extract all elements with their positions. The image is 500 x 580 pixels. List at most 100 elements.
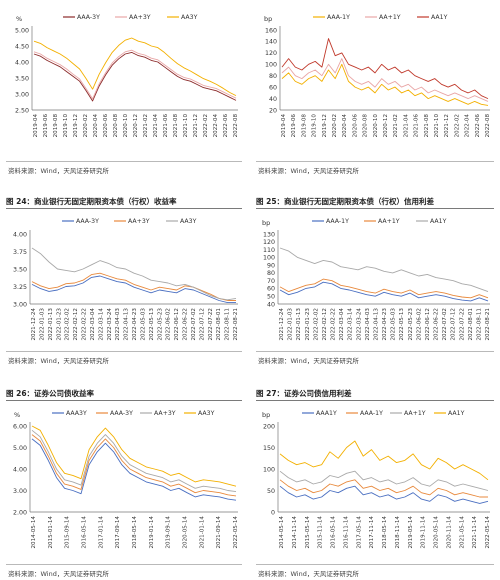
x-tick-label: 2019-01-14 bbox=[149, 516, 155, 549]
series-line bbox=[279, 278, 489, 299]
y-tick-label: 5.00 bbox=[15, 27, 29, 34]
x-tick-label: 2022-04 bbox=[213, 114, 219, 138]
y-tick-label: 200 bbox=[263, 423, 275, 430]
x-tick-label: 2021-05-14 bbox=[459, 516, 465, 549]
chart-svg-3: 3.00 3.25 3.50 3.75 4.00 2021-12-24 2022-01-03… bbox=[13, 218, 239, 341]
x-tick-label: 2022-03-04 bbox=[90, 308, 96, 341]
legend-label: AAA-1Y bbox=[327, 14, 350, 21]
x-tick-label: 2022-08-21 bbox=[233, 308, 239, 341]
x-tick-label: 2021-08 bbox=[173, 114, 179, 138]
x-tick-label: 2022-04-23 bbox=[382, 308, 388, 341]
caption-rule-4 bbox=[256, 400, 494, 401]
legend-label: AAA-3Y bbox=[110, 410, 133, 417]
x-tick-label: 2022-02-12 bbox=[73, 308, 79, 341]
x-tick-label: 2015-01-14 bbox=[48, 516, 54, 549]
legend-label: AA3Y bbox=[181, 14, 198, 21]
x-tick-label: 2018-05-14 bbox=[382, 516, 388, 549]
chart-svg-1: % 2.50 3.00 3.50 4.00 4.50 5.00 2019-04 2019-06 2… bbox=[15, 14, 239, 138]
chart-svg-6: bp 0 50 100 150 200 2014-05-14 2014-11-14 2015-0… bbox=[262, 410, 491, 549]
x-tick-label: 2021-02 bbox=[143, 114, 149, 137]
y-tick-label: 3.00 bbox=[13, 488, 27, 495]
y-tick-label: 4.00 bbox=[15, 59, 29, 66]
x-tick-label: 2022-08-11 bbox=[225, 308, 231, 341]
divider-1 bbox=[6, 161, 242, 162]
x-tick-label: 2022-04-03 bbox=[365, 308, 371, 341]
x-tick-label: 2015-05-14 bbox=[305, 516, 311, 549]
y-tick-label: 40 bbox=[269, 96, 277, 103]
x-tick-label: 2022-06 bbox=[223, 114, 229, 138]
x-tick-label: 2020-04 bbox=[342, 114, 348, 138]
y-tick-label: 4.00 bbox=[13, 466, 27, 473]
x-tick-label: 2022-08-21 bbox=[485, 308, 491, 341]
x-tick-label: 2021-10 bbox=[434, 114, 440, 138]
x-tick-label: 2022-08-01 bbox=[216, 308, 222, 341]
x-tick-label: 2019-12 bbox=[73, 114, 79, 137]
x-tick-label: 2019-04 bbox=[281, 114, 287, 138]
x-tick-label: 2022-01-03 bbox=[39, 308, 45, 341]
y-unit-label: % bbox=[16, 15, 22, 23]
y-tick-label: 20 bbox=[269, 107, 277, 114]
y-tick-label: 80 bbox=[267, 270, 275, 277]
series-line bbox=[279, 281, 489, 302]
x-tick-label: 2022-06-22 bbox=[434, 308, 440, 341]
legend-label: AAA-3Y bbox=[77, 14, 100, 21]
series-line bbox=[31, 275, 236, 304]
caption-rule-1 bbox=[6, 208, 242, 209]
series-line bbox=[279, 485, 489, 504]
figure-caption-26: 图 26：证券公司债收益率 bbox=[6, 389, 95, 398]
x-tick-label: 2022-02-12 bbox=[322, 308, 328, 341]
x-tick-label: 2015-11-14 bbox=[318, 516, 324, 549]
caption-rule-2 bbox=[256, 208, 494, 209]
figure-caption-25: 图 25：商业银行无固定期限资本债（行权）信用利差 bbox=[256, 197, 435, 206]
x-tick-label: 2022-03-14 bbox=[98, 308, 104, 341]
y-tick-label: 50 bbox=[267, 294, 275, 301]
x-tick-label: 2019-10 bbox=[312, 114, 318, 138]
x-tick-label: 2019-08 bbox=[301, 114, 307, 138]
y-tick-label: 3.00 bbox=[15, 91, 29, 98]
x-tick-label: 2022-06 bbox=[475, 114, 481, 138]
x-tick-label: 2022-05-03 bbox=[391, 308, 397, 341]
series-line bbox=[31, 272, 236, 301]
x-tick-label: 2017-09-14 bbox=[115, 516, 121, 549]
x-tick-label: 2022-05-13 bbox=[399, 308, 405, 341]
legend-label: AAA-3Y bbox=[76, 218, 99, 225]
y-tick-label: 130 bbox=[263, 231, 275, 238]
y-tick-label: 100 bbox=[263, 466, 275, 473]
source-note-1: 资料来源：Wind，天风证券研究所 bbox=[8, 167, 109, 175]
x-tick-label: 2022-02-22 bbox=[82, 308, 88, 341]
source-note-3: 资料来源：Wind，天风证券研究所 bbox=[8, 357, 109, 365]
x-tick-label: 2018-05-14 bbox=[132, 516, 138, 549]
x-tick-label: 2022-01-13 bbox=[48, 308, 54, 341]
y-tick-label: 2.00 bbox=[13, 509, 27, 516]
x-tick-label: 2020-12 bbox=[133, 114, 139, 137]
y-tick-label: 110 bbox=[263, 247, 275, 254]
x-tick-label: 2022-06-02 bbox=[166, 308, 172, 341]
x-tick-label: 2021-12-24 bbox=[279, 308, 285, 341]
x-tick-label: 2022-06-12 bbox=[425, 308, 431, 341]
legend-label: AAA3Y bbox=[66, 410, 87, 417]
legend-label: AA1Y bbox=[430, 218, 447, 225]
x-tick-label: 2022-06-12 bbox=[174, 308, 180, 341]
series-line bbox=[31, 438, 237, 501]
x-tick-label: 2021-01-14 bbox=[199, 516, 205, 549]
y-tick-label: 120 bbox=[265, 50, 277, 57]
x-tick-label: 2022-08 bbox=[485, 114, 491, 138]
y-tick-label: 5.00 bbox=[13, 445, 27, 452]
y-tick-label: 2.50 bbox=[15, 107, 29, 114]
y-tick-label: 3.25 bbox=[13, 284, 27, 291]
y-unit-label: bp bbox=[262, 411, 270, 419]
x-tick-label: 2022-05-23 bbox=[157, 308, 163, 341]
series-line bbox=[31, 429, 237, 493]
y-tick-label: 4.00 bbox=[13, 231, 27, 238]
x-tick-label: 2022-05-13 bbox=[149, 308, 155, 341]
y-tick-label: 150 bbox=[263, 445, 275, 452]
series-line bbox=[33, 37, 237, 97]
y-tick-label: 0 bbox=[271, 509, 275, 516]
y-tick-label: 140 bbox=[265, 39, 277, 46]
x-tick-label: 2014-11-14 bbox=[292, 516, 298, 549]
x-tick-label: 2019-06 bbox=[43, 114, 49, 138]
x-tick-label: 2019-06 bbox=[291, 114, 297, 138]
x-tick-label: 2019-09-14 bbox=[166, 516, 172, 549]
x-tick-label: 2020-08 bbox=[363, 114, 369, 138]
series-line bbox=[281, 63, 489, 106]
